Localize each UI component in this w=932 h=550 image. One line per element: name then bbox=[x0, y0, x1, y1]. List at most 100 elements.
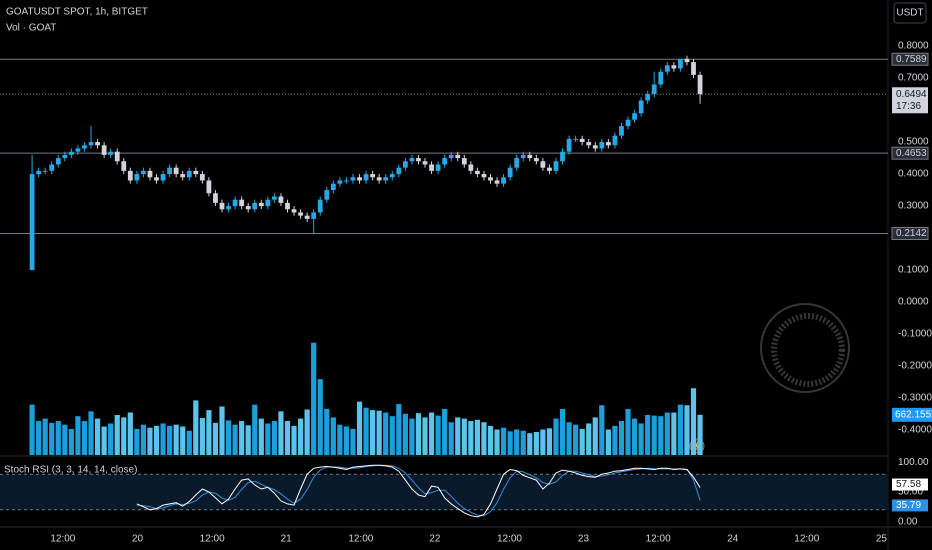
volume-bar bbox=[546, 428, 553, 455]
level-label: 0.4653 bbox=[896, 148, 927, 159]
stoch-last-label: 57.58 bbox=[896, 479, 921, 490]
volume-bar bbox=[245, 425, 251, 455]
volume-bar bbox=[88, 411, 94, 455]
candle-body bbox=[127, 170, 133, 181]
candle-body bbox=[186, 170, 192, 178]
volume-bar bbox=[396, 404, 402, 455]
candle-body bbox=[658, 71, 664, 85]
volume-bar bbox=[252, 404, 258, 455]
volume-bar bbox=[206, 410, 212, 455]
currency-label[interactable]: USDT bbox=[896, 8, 923, 19]
volume-bar bbox=[317, 379, 323, 455]
symbol-title: GOATUSDT SPOT, 1h, BITGET bbox=[6, 7, 148, 18]
candle-body bbox=[671, 65, 677, 69]
candle-body bbox=[455, 154, 461, 159]
volume-bar bbox=[297, 418, 304, 455]
candle-body bbox=[95, 142, 100, 146]
candle-body bbox=[298, 212, 303, 216]
volume-bar bbox=[474, 419, 480, 455]
candle-body bbox=[304, 215, 310, 219]
logo-ring bbox=[760, 303, 850, 393]
last-price-label: 0.6494 bbox=[896, 89, 927, 100]
stoch-last-label: 35.79 bbox=[896, 500, 921, 511]
y-tick-label: -0.4000 bbox=[898, 425, 932, 436]
candle-body bbox=[141, 170, 146, 175]
candle-body bbox=[121, 161, 127, 171]
candle-body bbox=[501, 177, 506, 184]
x-tick-label: 20 bbox=[132, 534, 144, 545]
candle-body bbox=[422, 161, 428, 165]
volume-bar bbox=[311, 342, 317, 455]
volume-bar bbox=[481, 422, 487, 455]
volume-bar bbox=[442, 408, 448, 455]
volume-bar bbox=[42, 418, 48, 455]
candle-body bbox=[461, 158, 467, 165]
candle-body bbox=[232, 199, 238, 207]
candle-body bbox=[435, 164, 441, 171]
candle-body bbox=[494, 180, 500, 184]
volume-bar bbox=[160, 423, 166, 455]
candle-body bbox=[206, 180, 212, 194]
volume-bar bbox=[684, 405, 690, 455]
candle-body bbox=[357, 177, 362, 181]
candle-body bbox=[442, 158, 448, 165]
candle-body bbox=[147, 170, 153, 178]
volume-bar bbox=[507, 431, 513, 455]
volume-bar bbox=[500, 427, 507, 455]
candle-body bbox=[684, 58, 690, 63]
y-tick-label: 0.3000 bbox=[898, 201, 929, 212]
candle-body bbox=[632, 113, 637, 120]
candle-body bbox=[219, 202, 225, 210]
candle-body bbox=[180, 174, 186, 178]
volume-bar bbox=[559, 408, 566, 455]
candle-body bbox=[664, 65, 670, 72]
y-tick-label: 0.5000 bbox=[898, 137, 929, 148]
candle-body bbox=[324, 190, 330, 200]
y-tick-label: 0.7000 bbox=[898, 73, 929, 84]
y-tick-label: -0.2000 bbox=[898, 361, 932, 372]
candle-body bbox=[173, 167, 179, 175]
candle-body bbox=[114, 151, 120, 162]
candle-body bbox=[252, 202, 258, 210]
candle-body bbox=[42, 170, 48, 172]
volume-bar bbox=[448, 422, 454, 455]
candle-body bbox=[625, 119, 631, 127]
y-tick-label: 0.8000 bbox=[898, 41, 929, 52]
y-tick-label: -0.1000 bbox=[898, 329, 932, 340]
volume-bar bbox=[494, 429, 500, 455]
volume-bar bbox=[645, 414, 651, 455]
volume-bar bbox=[553, 418, 559, 455]
volume-bar bbox=[121, 417, 127, 455]
volume-bar bbox=[638, 423, 644, 455]
candle-body bbox=[285, 202, 290, 210]
volume-bar bbox=[114, 414, 120, 455]
volume-bar bbox=[455, 417, 461, 455]
candle-body bbox=[62, 154, 68, 159]
x-tick-label: 25 bbox=[876, 534, 888, 545]
stoch-label-box bbox=[892, 478, 928, 491]
candle-body bbox=[88, 142, 94, 146]
candle-body bbox=[29, 174, 35, 271]
candle-body bbox=[36, 170, 42, 175]
candle-body bbox=[108, 151, 114, 155]
volume-bar bbox=[94, 418, 101, 455]
candle-body bbox=[651, 84, 657, 95]
stoch-label-box bbox=[892, 499, 928, 512]
volume-bar bbox=[304, 409, 310, 455]
volume-bar bbox=[291, 425, 297, 455]
candle-body bbox=[566, 138, 572, 152]
volume-bar bbox=[153, 425, 160, 455]
candle-body bbox=[638, 100, 644, 114]
volume-bar bbox=[370, 410, 376, 455]
volume-bar bbox=[461, 418, 467, 455]
volume-bar bbox=[468, 421, 474, 455]
alert-bolt bbox=[694, 441, 700, 451]
volume-bar bbox=[271, 421, 277, 455]
candle-body bbox=[573, 138, 579, 140]
currency-button[interactable] bbox=[893, 2, 927, 24]
y-tick-label: 0.1000 bbox=[898, 265, 929, 276]
candle-body bbox=[344, 180, 349, 182]
volume-bar bbox=[383, 412, 389, 455]
candle-body bbox=[311, 212, 317, 219]
volume-bar bbox=[193, 400, 199, 455]
